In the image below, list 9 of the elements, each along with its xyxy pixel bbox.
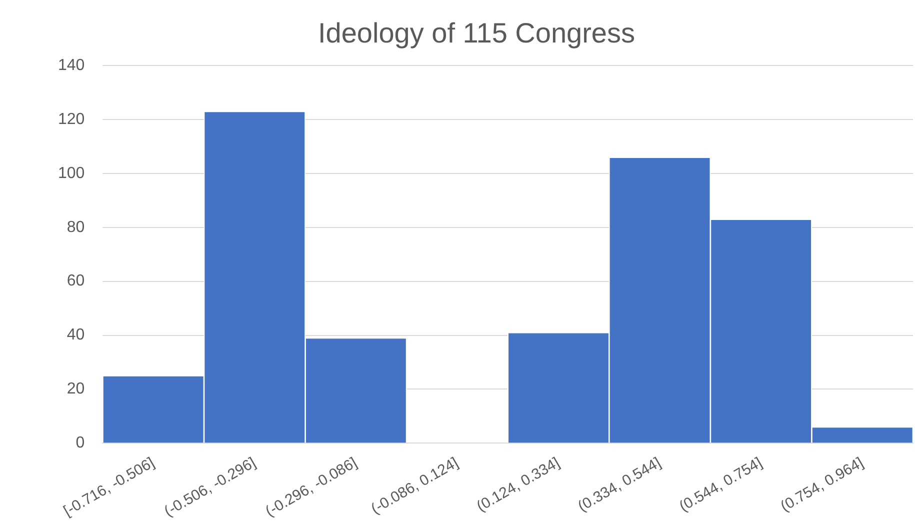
y-tick-label: 120 (58, 110, 85, 128)
y-tick-label: 100 (58, 164, 85, 182)
y-tick-label: 20 (66, 380, 85, 398)
chart-title: Ideology of 115 Congress (318, 18, 636, 49)
y-tick-label: 0 (76, 434, 85, 452)
y-tick-label: 40 (66, 326, 85, 344)
y-tick-label: 60 (66, 272, 85, 290)
y-tick-label: 140 (58, 57, 85, 74)
y-tick-label: 80 (66, 218, 85, 236)
